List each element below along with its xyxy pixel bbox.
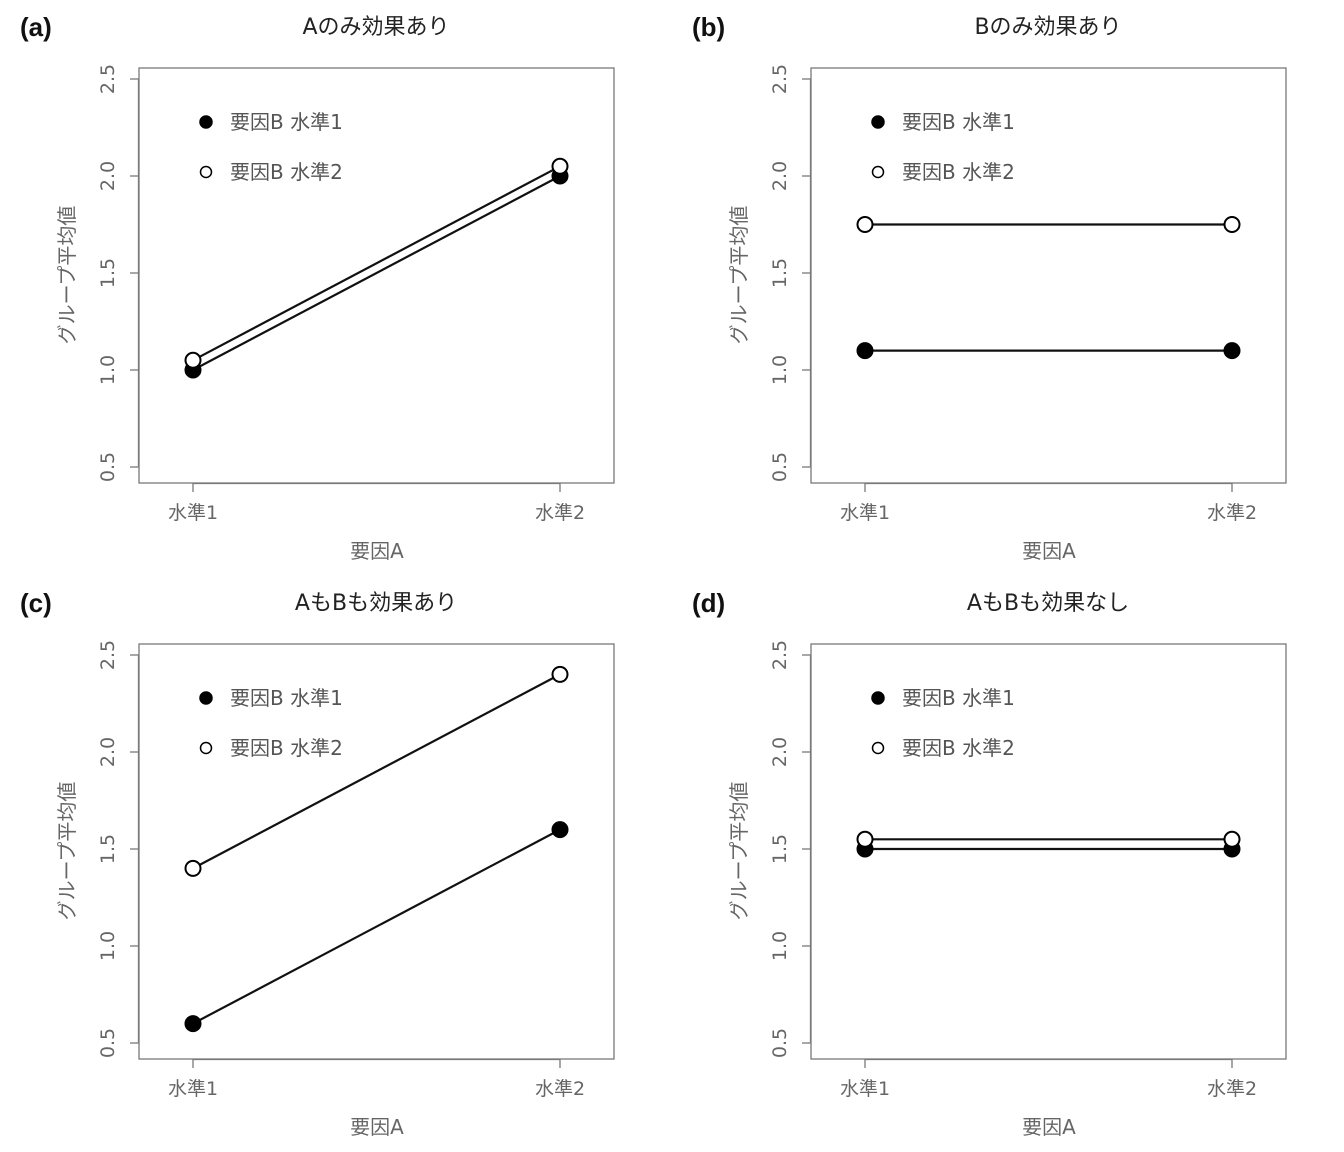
series-line-2 bbox=[192, 165, 561, 362]
open-point-marker bbox=[184, 859, 202, 877]
series-line-1 bbox=[192, 828, 561, 1025]
panel-letter: (a) bbox=[20, 12, 52, 42]
open-point-marker bbox=[1223, 830, 1241, 848]
plot-frame bbox=[810, 643, 1287, 1060]
x-tick-label: 水準2 bbox=[1207, 1078, 1257, 1100]
x-tick-label: 水準2 bbox=[535, 1078, 585, 1100]
y-tick-label: 1.5 bbox=[97, 834, 119, 864]
legend-marker bbox=[199, 115, 213, 129]
y-tick-label: 1.5 bbox=[769, 834, 791, 864]
y-tick-label: 2.5 bbox=[97, 640, 119, 670]
series-line-2 bbox=[192, 673, 561, 870]
legend-entry: 要因B 水準1 bbox=[902, 686, 1015, 710]
filled-point-marker bbox=[1223, 342, 1241, 360]
y-tick-label: 1.5 bbox=[769, 258, 791, 288]
y-tick-label: 2.0 bbox=[97, 737, 119, 767]
y-tick-label: 0.5 bbox=[769, 452, 791, 482]
y-tick-label: 1.0 bbox=[769, 355, 791, 385]
legend-marker bbox=[871, 741, 885, 755]
y-tick-label: 0.5 bbox=[97, 452, 119, 482]
filled-point-marker bbox=[551, 821, 569, 839]
plot-frame bbox=[138, 643, 615, 1060]
plot-frame bbox=[138, 67, 615, 484]
open-point-marker bbox=[551, 665, 569, 683]
panel-letter: (b) bbox=[692, 12, 725, 42]
legend-marker bbox=[199, 741, 213, 755]
x-tick-label: 水準1 bbox=[168, 1078, 218, 1100]
chart-panel: (c) AもBも効果あり 0.5 1.0 1.5 2.0 2.5 水準1 水準2 要因A グループ平… bbox=[20, 588, 615, 1139]
filled-point-marker bbox=[184, 1015, 202, 1033]
filled-point-marker bbox=[856, 342, 874, 360]
panel-letter: (d) bbox=[692, 588, 725, 618]
chart-title: AもBも効果あり bbox=[295, 591, 457, 616]
y-tick-label: 1.5 bbox=[97, 258, 119, 288]
y-tick-label: 2.0 bbox=[769, 161, 791, 191]
legend-entry: 要因B 水準2 bbox=[230, 736, 343, 760]
legend-marker bbox=[871, 691, 885, 705]
y-axis-label: グループ平均値 bbox=[727, 206, 751, 345]
chart-title: AもBも効果なし bbox=[967, 591, 1129, 616]
legend-marker bbox=[871, 165, 885, 179]
y-tick-label: 2.5 bbox=[769, 64, 791, 94]
y-tick-label: 2.0 bbox=[769, 737, 791, 767]
x-tick-label: 水準2 bbox=[1207, 502, 1257, 524]
chart-panel: (d) AもBも効果なし 0.5 1.0 1.5 2.0 2.5 水準1 水準2 要因A グループ平… bbox=[692, 588, 1287, 1139]
y-tick-label: 1.0 bbox=[97, 355, 119, 385]
y-tick-label: 2.5 bbox=[97, 64, 119, 94]
open-point-marker bbox=[551, 157, 569, 175]
panel-letter: (c) bbox=[20, 588, 52, 618]
x-axis-label: 要因A bbox=[350, 539, 404, 563]
open-point-marker bbox=[184, 351, 202, 369]
legend-entry: 要因B 水準1 bbox=[230, 110, 343, 134]
legend-marker bbox=[871, 115, 885, 129]
open-point-marker bbox=[1223, 216, 1241, 233]
chart-panel: (a) Aのみ効果あり 0.5 1.0 1.5 2.0 2.5 水準1 水準2 要因A グループ平均… bbox=[20, 12, 615, 563]
legend-entry: 要因B 水準1 bbox=[902, 110, 1015, 134]
legend-marker bbox=[199, 165, 213, 179]
legend-entry: 要因B 水準2 bbox=[230, 160, 343, 184]
x-axis-label: 要因A bbox=[350, 1115, 404, 1139]
y-axis-label: グループ平均値 bbox=[55, 782, 79, 921]
chart-title: Aのみ効果あり bbox=[302, 15, 449, 40]
x-tick-label: 水準1 bbox=[840, 1078, 890, 1100]
x-tick-label: 水準1 bbox=[840, 502, 890, 524]
x-tick-label: 水準1 bbox=[168, 502, 218, 524]
y-tick-label: 0.5 bbox=[769, 1028, 791, 1058]
x-axis-label: 要因A bbox=[1022, 539, 1076, 563]
y-tick-label: 0.5 bbox=[97, 1028, 119, 1058]
chart-panel: (b) Bのみ効果あり 0.5 1.0 1.5 2.0 2.5 水準1 水準2 要因A グループ平均… bbox=[692, 12, 1287, 563]
plot-frame bbox=[810, 67, 1287, 484]
y-tick-label: 2.5 bbox=[769, 640, 791, 670]
x-tick-label: 水準2 bbox=[535, 502, 585, 524]
legend-entry: 要因B 水準1 bbox=[230, 686, 343, 710]
legend-marker bbox=[199, 691, 213, 705]
y-tick-label: 2.0 bbox=[97, 161, 119, 191]
series-line-1 bbox=[192, 175, 561, 371]
legend-entry: 要因B 水準2 bbox=[902, 160, 1015, 184]
y-tick-label: 1.0 bbox=[769, 931, 791, 961]
y-tick-label: 1.0 bbox=[97, 931, 119, 961]
open-point-marker bbox=[856, 830, 874, 848]
x-axis-label: 要因A bbox=[1022, 1115, 1076, 1139]
y-axis-label: グループ平均値 bbox=[727, 782, 751, 921]
open-point-marker bbox=[856, 216, 874, 233]
chart-title: Bのみ効果あり bbox=[974, 15, 1121, 40]
y-axis-label: グループ平均値 bbox=[55, 206, 79, 345]
legend-entry: 要因B 水準2 bbox=[902, 736, 1015, 760]
